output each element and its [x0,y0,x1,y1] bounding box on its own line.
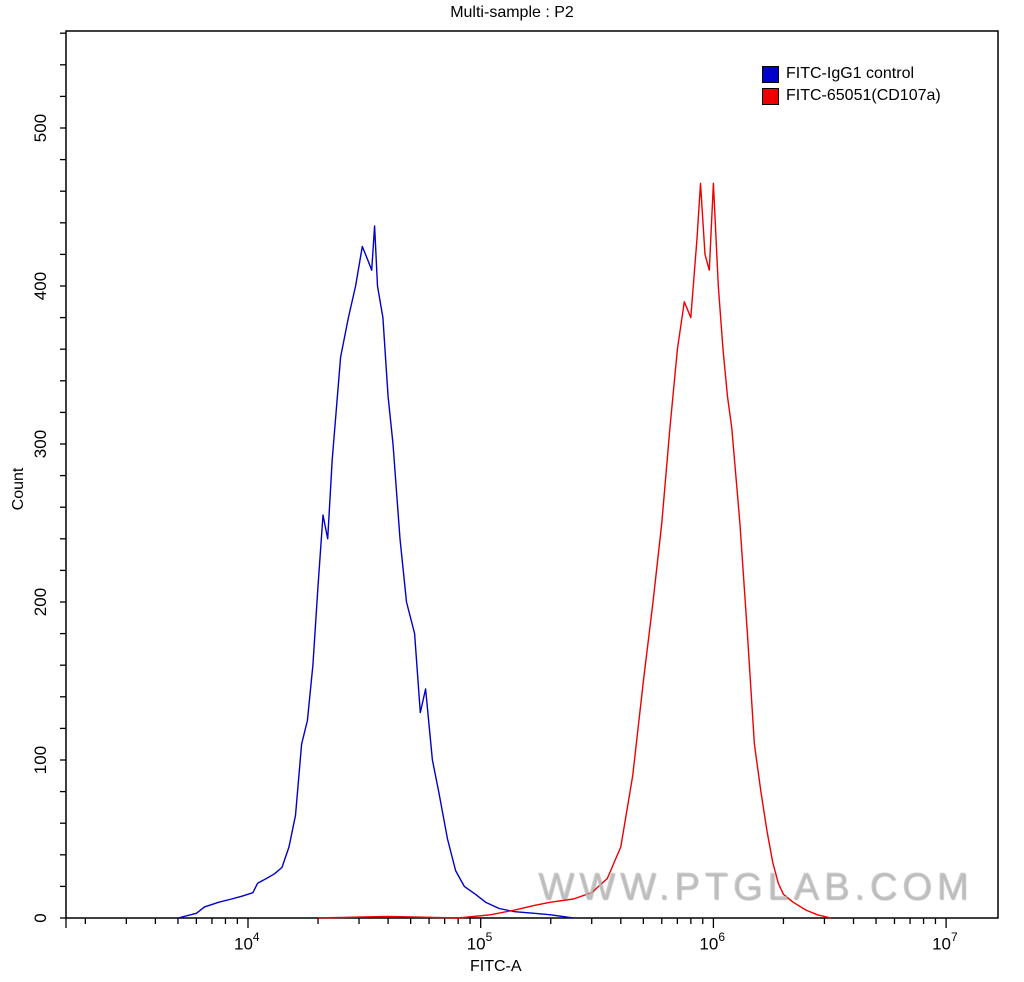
plot-frame [65,30,999,919]
y-tick-label: 400 [31,271,50,301]
y-tick-label: 300 [31,429,50,459]
x-axis-label: FITC-A [470,958,522,975]
legend-label: FITC-IgG1 control [786,65,915,82]
y-axis-ticks [60,32,66,919]
y-tick-label: 500 [31,113,50,143]
x-tick-label: 104 [234,930,260,954]
series-igg1-control-line [177,225,574,919]
legend: FITC-IgG1 control FITC-65051(CD107a) [762,63,941,107]
x-tick-label: 106 [699,930,725,954]
x-tick-label: 107 [932,930,958,954]
legend-label: FITC-65051(CD107a) [786,87,941,104]
y-tick-label: 0 [31,913,50,923]
watermark: WWW.PTGLAB.COM [538,866,974,908]
y-tick-label: 200 [31,587,50,617]
x-axis-ticks [65,918,947,928]
series-lines [177,182,832,919]
series-cd107a-line [317,182,832,919]
x-tick-label: 105 [466,930,493,954]
legend-swatch-blue [762,65,779,83]
y-tick-label: 100 [31,745,50,775]
chart-title: Multi-sample : P2 [450,4,574,21]
legend-item-igg1-control: FITC-IgG1 control [762,63,941,85]
legend-item-cd107a: FITC-65051(CD107a) [762,85,941,107]
legend-swatch-red [762,87,779,105]
